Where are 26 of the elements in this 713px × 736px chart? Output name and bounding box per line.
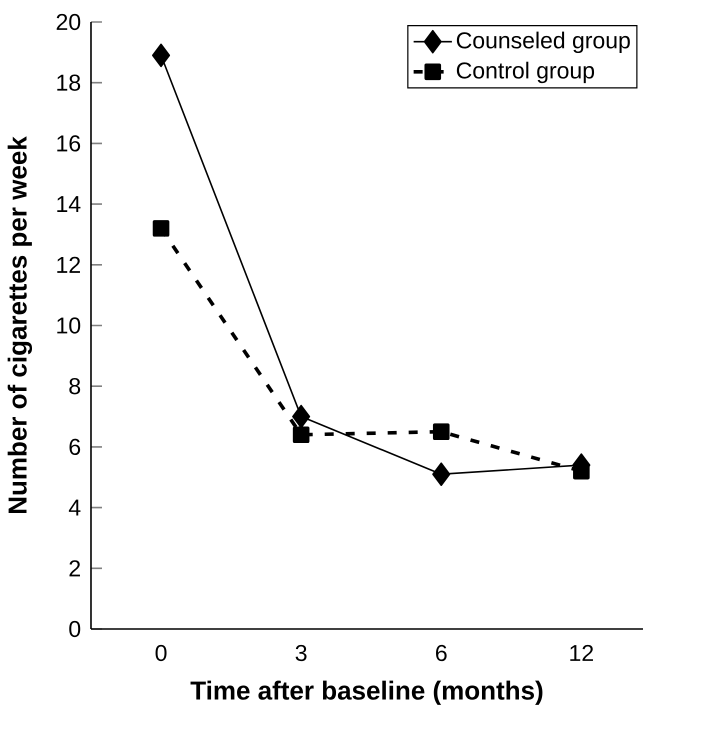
y-tick-label: 18 (57, 74, 80, 91)
y-tick-label: 14 (57, 196, 80, 212)
y-axis-title: Number of cigarettes per week (8, 136, 32, 514)
point (432, 423, 450, 440)
x-tick-label: 3 (296, 644, 307, 662)
y-tick-label: 16 (57, 135, 80, 152)
y-tick-label: 6 (69, 438, 80, 456)
point (573, 462, 590, 480)
point (292, 404, 310, 428)
y-tick-label: 12 (57, 256, 80, 273)
y-tick-label: 8 (69, 378, 80, 394)
point (152, 44, 170, 68)
x-tick-label: 12 (570, 644, 593, 661)
legend-label: Control group (456, 62, 594, 84)
y-tick-label: 0 (69, 620, 80, 638)
y-tick-label: 20 (56, 14, 80, 30)
y-tick-label: 2 (69, 560, 80, 576)
point (152, 220, 170, 237)
y-tick-label: 10 (57, 317, 80, 334)
x-tick-label: 0 (156, 644, 167, 662)
x-axis-title: Time after baseline (months) (190, 680, 542, 705)
y-tick-label: 4 (68, 500, 80, 516)
legend-label: Counseled group (456, 32, 630, 54)
x-tick-label: 6 (436, 644, 447, 662)
point (432, 462, 450, 486)
point (292, 426, 310, 444)
